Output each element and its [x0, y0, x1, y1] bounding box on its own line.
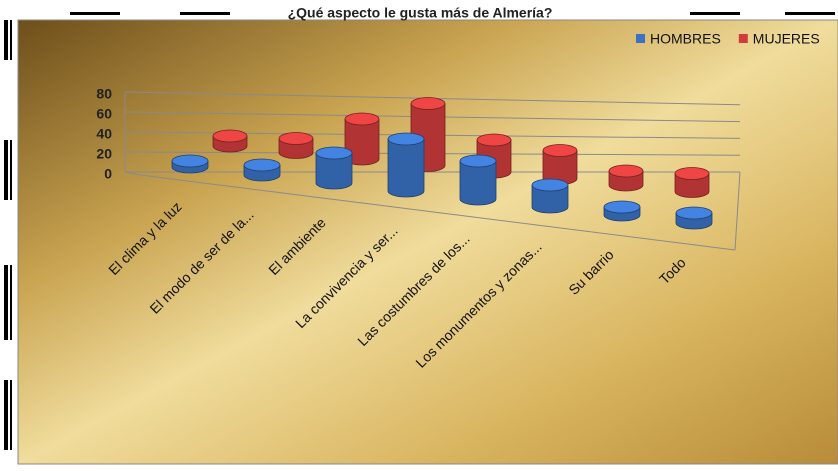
bar-body: [315, 152, 353, 190]
bar-body: [674, 173, 710, 198]
bar: [344, 112, 380, 166]
bar-top: [171, 154, 209, 168]
bar-top: [476, 133, 512, 147]
bar: [603, 200, 641, 222]
bar: [675, 206, 713, 230]
bar-top: [531, 178, 569, 192]
bar: [171, 154, 209, 174]
bar: [459, 154, 497, 206]
bar: [387, 132, 425, 198]
bar-top: [674, 167, 710, 180]
bar-top: [675, 206, 713, 220]
bar: [542, 144, 578, 185]
plot-background: [17, 19, 838, 465]
bar-body: [531, 184, 569, 214]
decoration: [4, 12, 835, 450]
bar: [531, 178, 569, 214]
bar: [243, 158, 281, 182]
bar: [315, 146, 353, 190]
legend-swatch: [636, 34, 645, 43]
y-tick-label: 20: [96, 146, 112, 162]
y-tick-label: 60: [96, 106, 112, 122]
bar-top: [459, 154, 497, 168]
bar-top: [387, 132, 425, 146]
bar-top: [608, 164, 644, 178]
bar-top: [315, 146, 353, 160]
bar-top: [243, 158, 281, 172]
bar-body: [459, 160, 497, 206]
bar-body: [387, 138, 425, 198]
bar-top: [212, 129, 248, 143]
floor-edge: [734, 171, 741, 251]
bar: [674, 167, 710, 198]
bar-top: [278, 132, 314, 145]
bar: [278, 132, 314, 159]
legend-swatch: [738, 34, 748, 43]
y-tick-label: 40: [96, 126, 112, 142]
legend-label: MUJERES: [753, 31, 820, 47]
y-tick-label: 80: [96, 86, 112, 102]
floor-edge: [139, 174, 736, 251]
bar: [608, 164, 644, 192]
bar: [212, 129, 248, 153]
bar-top: [344, 112, 380, 126]
legend-label: HOMBRES: [650, 31, 721, 47]
bar-top: [542, 144, 578, 157]
chart-title: ¿Qué aspecto le gusta más de Almería?: [288, 5, 553, 21]
bar-top: [410, 97, 446, 110]
y-tick-label: 0: [104, 166, 112, 182]
bar-top: [603, 200, 641, 214]
